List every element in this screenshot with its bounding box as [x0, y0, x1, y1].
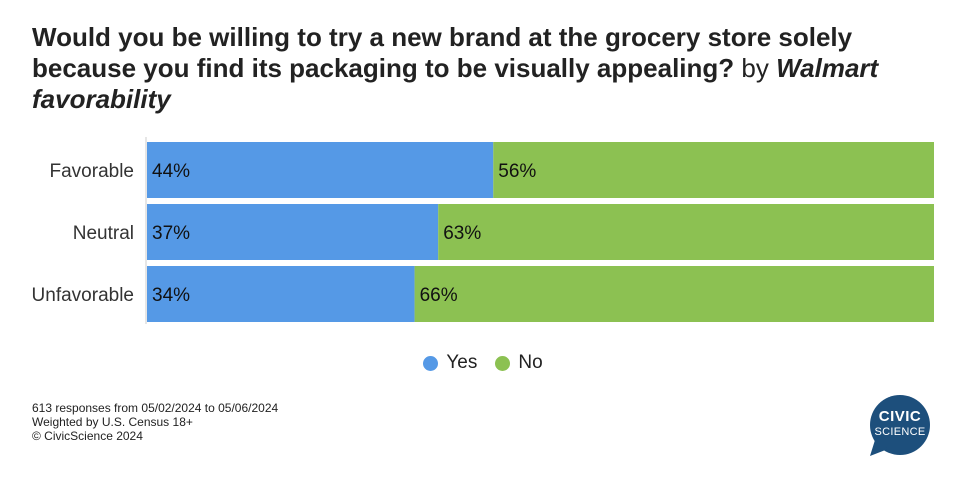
bar-favorable-yes — [147, 142, 494, 198]
legend-item-no: No — [495, 352, 543, 374]
labels-group: Favorable 44% 56% Neutral 37% 63% Unfavorable 3… — [32, 161, 537, 306]
bar-neutral-no — [438, 204, 934, 260]
bar-neutral-yes — [147, 204, 439, 260]
legend-swatch-yes — [423, 355, 439, 371]
logo-bubble-icon — [870, 395, 930, 456]
footer-copyright: © CivicScience 2024 — [32, 429, 143, 443]
legend-label-yes: Yes — [446, 352, 478, 373]
legend-label-no: No — [518, 352, 543, 373]
data-label-unfavorable-no: 66% — [420, 285, 458, 306]
category-label-unfavorable: Unfavorable — [32, 285, 134, 306]
bar-unfavorable-no — [414, 266, 935, 322]
bar-favorable-no — [493, 142, 934, 198]
footer-responses: 613 responses from 05/02/2024 to 05/06/2… — [32, 401, 279, 415]
title-segment: Walmart favorability — [32, 53, 879, 114]
category-label-favorable: Favorable — [50, 161, 135, 182]
data-label-favorable-no: 56% — [498, 161, 536, 182]
title-question: Would you be willing to try a new brand … — [32, 22, 853, 83]
civicscience-logo: CIVIC SCIENCE — [866, 394, 936, 465]
chart-title: Would you be willing to try a new brand … — [32, 22, 932, 115]
bar-unfavorable-yes — [147, 266, 415, 322]
footer-weighting: Weighted by U.S. Census 18+ — [32, 415, 193, 429]
logo-text-civic: CIVIC — [878, 408, 922, 425]
legend: Yes No — [0, 352, 966, 374]
data-label-neutral-yes: 37% — [152, 223, 190, 244]
data-label-neutral-no: 63% — [443, 223, 481, 244]
legend-item-yes: Yes — [423, 352, 477, 374]
logo-text-science: SCIENCE — [874, 426, 926, 438]
legend-swatch-no — [495, 355, 511, 371]
data-label-favorable-yes: 44% — [152, 161, 190, 182]
title-connector: by — [734, 53, 777, 83]
data-label-unfavorable-yes: 34% — [152, 285, 190, 306]
category-label-neutral: Neutral — [73, 223, 134, 244]
bars-group — [147, 142, 935, 322]
footer-notes: 613 responses from 05/02/2024 to 05/06/2… — [32, 401, 278, 443]
